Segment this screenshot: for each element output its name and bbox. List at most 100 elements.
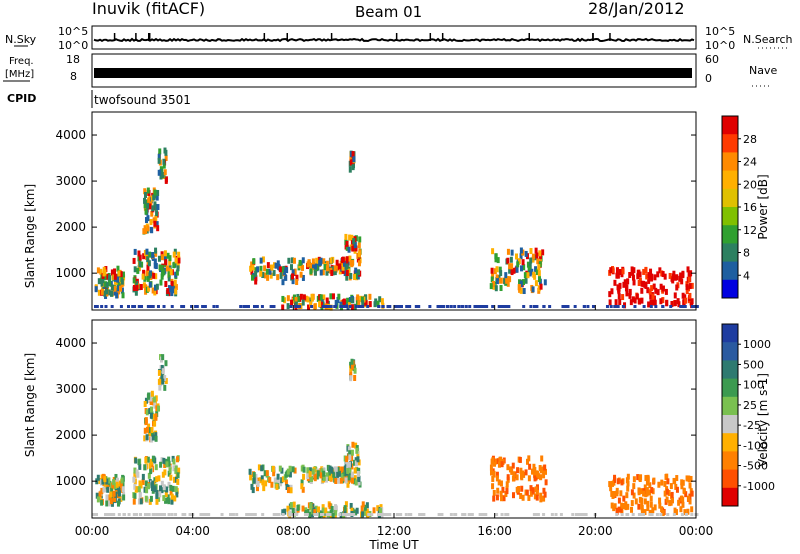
velocity-echo: [95, 492, 99, 499]
velocity-ground-echo: [484, 513, 488, 516]
power-echo: [628, 271, 632, 278]
velocity-echo: [492, 489, 496, 496]
power-echo: [309, 301, 313, 308]
velocity-ground-echo: [463, 513, 467, 516]
power-echo: [624, 285, 628, 292]
power-echo: [491, 248, 495, 255]
velocity-echo: [519, 467, 523, 474]
velocity-echo: [164, 497, 168, 504]
velocity-echo: [138, 491, 142, 498]
velocity-ground-echo: [550, 513, 554, 516]
power-echo: [331, 293, 335, 300]
power-echo: [529, 248, 533, 255]
power-echo: [537, 276, 541, 283]
power-echo: [351, 245, 355, 252]
velocity-echo: [519, 493, 523, 500]
power-ground-echo: [563, 305, 567, 308]
velocity-echo: [315, 473, 319, 480]
power-ground-echo: [457, 305, 461, 308]
velocity-echo: [286, 505, 290, 512]
velocity-ground-echo: [109, 513, 113, 516]
velocity-echo: [613, 476, 617, 483]
velocity-echo: [115, 481, 119, 488]
velocity-echo: [636, 474, 640, 481]
power-echo: [318, 301, 322, 308]
power-echo: [159, 173, 163, 180]
power-echo: [534, 247, 538, 254]
velocity-echo: [175, 456, 179, 463]
velocity-echo: [144, 418, 148, 425]
power-echo: [609, 267, 613, 274]
power-echo: [510, 263, 514, 270]
velocity-echo: [154, 395, 158, 402]
power-echo: [263, 265, 267, 272]
velocity-echo: [330, 505, 334, 512]
power-echo: [302, 294, 306, 301]
power-echo: [152, 217, 156, 224]
velocity-echo: [161, 471, 165, 478]
power-echo: [494, 285, 498, 292]
velocity-echo: [626, 485, 630, 492]
power-echo: [177, 251, 181, 258]
power-echo: [150, 227, 154, 234]
power-echo: [269, 272, 273, 279]
power-echo: [352, 238, 356, 245]
power-echo: [163, 169, 167, 176]
power-echo: [268, 268, 272, 275]
power-echo: [665, 299, 669, 306]
velocity-echo: [658, 502, 662, 509]
power-echo: [358, 236, 362, 243]
velocity-echo: [337, 470, 341, 477]
power-echo: [680, 278, 684, 285]
power-colorbar-swatch: [722, 279, 738, 299]
power-echo: [349, 159, 353, 166]
velocity-echo: [625, 492, 629, 499]
power-echo: [146, 202, 150, 209]
velocity-echo: [491, 457, 495, 464]
power-echo: [519, 253, 523, 260]
velocity-echo: [149, 412, 153, 419]
power-ground-echo: [296, 305, 300, 308]
power-ground-echo: [473, 305, 477, 308]
velocity-echo: [336, 466, 340, 473]
velocity-ground-echo: [229, 513, 233, 516]
power-echo: [292, 294, 296, 301]
power-ground-echo: [502, 305, 506, 308]
power-echo: [155, 283, 159, 290]
velocity-ground-echo: [220, 513, 224, 516]
velocity-echo: [648, 489, 652, 496]
velocity-echo: [506, 474, 510, 481]
velocity-echo: [308, 471, 312, 478]
velocity-echo: [160, 373, 164, 380]
velocity-echo: [645, 490, 649, 497]
velocity-echo: [153, 420, 157, 427]
power-ground-echo: [170, 305, 174, 308]
velocity-echo: [313, 475, 317, 482]
power-echo: [508, 276, 512, 283]
power-ground-echo: [294, 305, 298, 308]
velocity-echo: [138, 480, 142, 487]
power-echo: [164, 259, 168, 266]
power-echo: [281, 304, 285, 311]
velocity-echo: [105, 481, 109, 488]
power-echo: [110, 290, 114, 297]
power-echo: [378, 296, 382, 303]
velocity-echo: [121, 486, 125, 493]
velocity-echo: [328, 465, 332, 472]
power-ground-echo: [609, 305, 613, 308]
power-echo: [642, 268, 646, 275]
velocity-echo: [149, 495, 153, 502]
power-colorbar-tick-label: 4: [743, 269, 750, 282]
power-echo: [279, 272, 283, 279]
power-echo: [116, 265, 120, 272]
power-ground-echo: [147, 305, 151, 308]
power-echo: [653, 274, 657, 281]
xtick-label: 00:00: [75, 524, 110, 538]
power-ground-echo: [506, 305, 510, 308]
velocity-echo: [133, 493, 137, 500]
velocity-echo: [496, 487, 500, 494]
velocity-ground-echo: [575, 513, 579, 516]
velocity-ground-echo: [534, 513, 538, 516]
power-echo: [149, 219, 153, 226]
